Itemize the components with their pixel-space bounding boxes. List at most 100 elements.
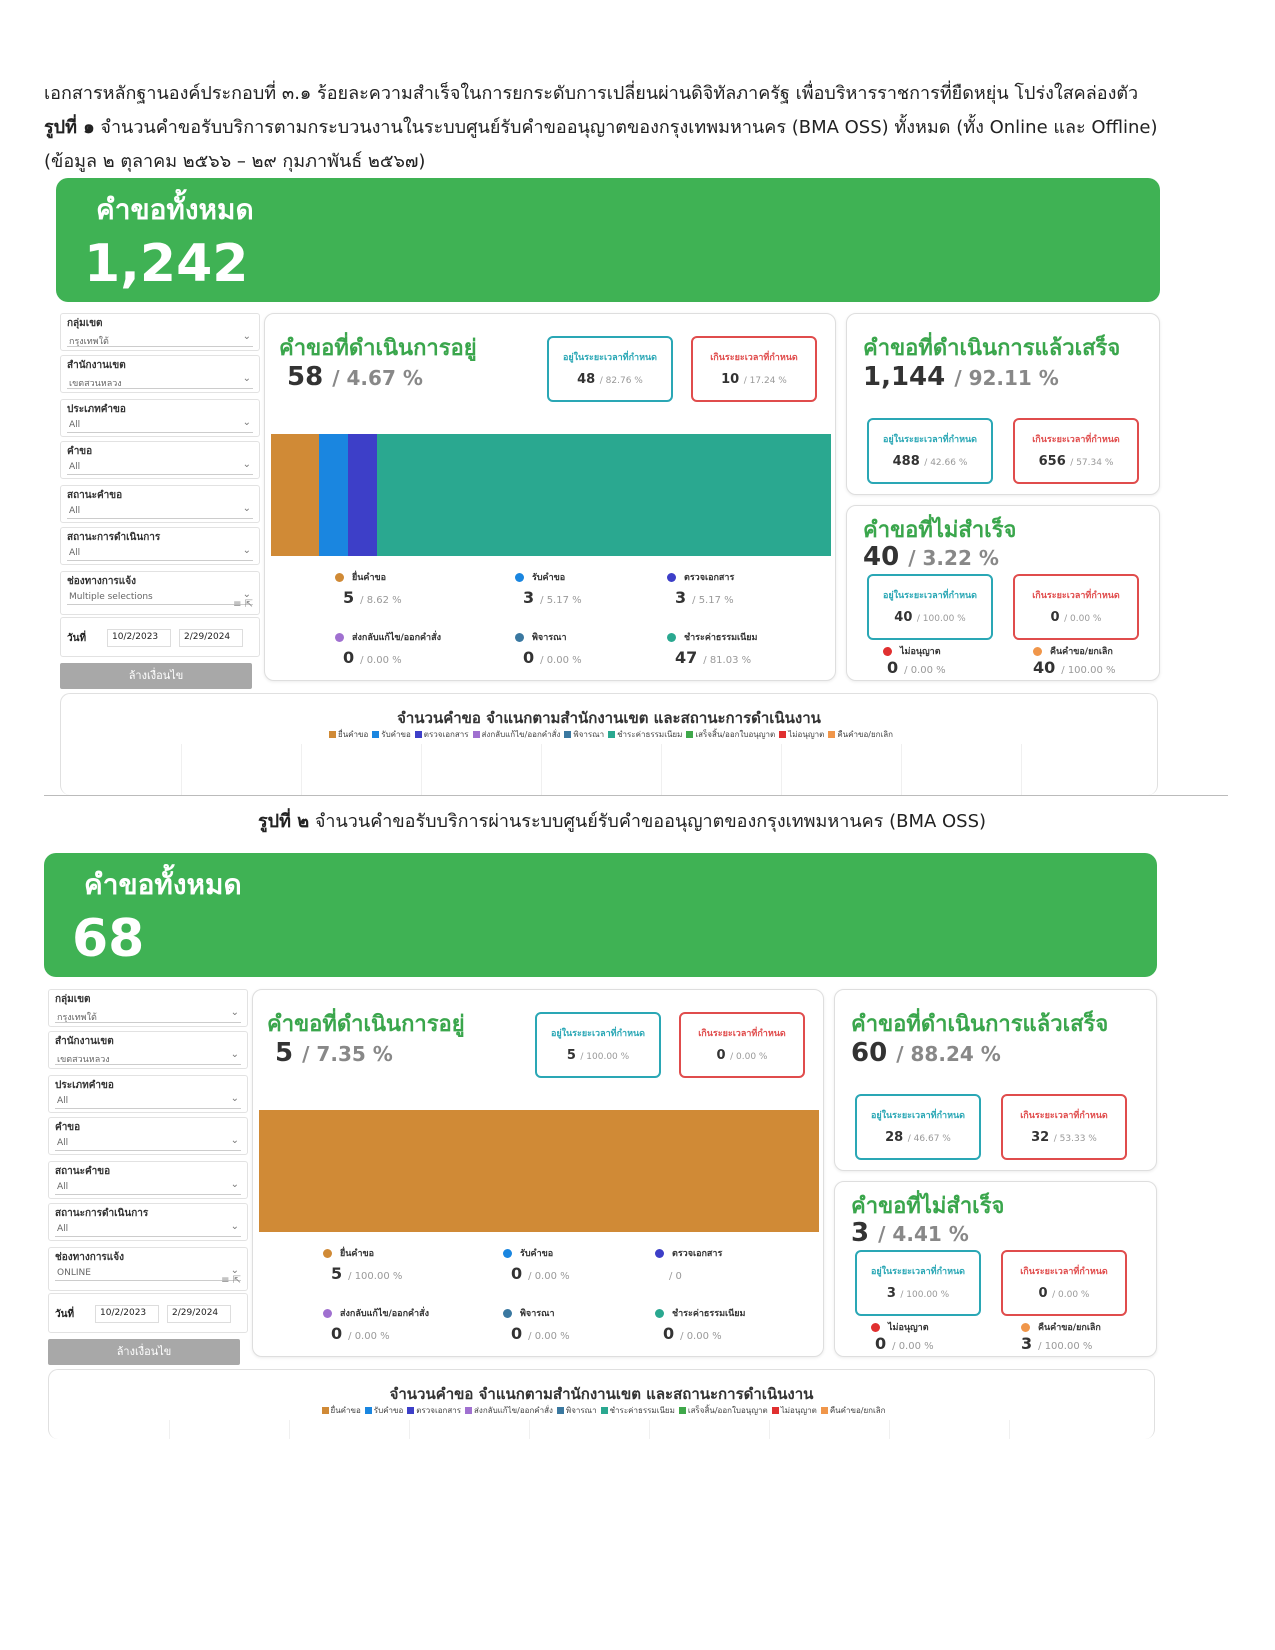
- legend-label: พิจารณา: [573, 730, 605, 739]
- total-requests-count: 1,242: [84, 234, 249, 294]
- filter-request[interactable]: คำขอ All ⌄: [48, 1117, 248, 1155]
- in-progress-card: คำขอที่ดำเนินการอยู่ 5 / 7.35 % อยู่ในระ…: [252, 989, 824, 1357]
- filter-request-type[interactable]: ประเภทคำขอ All ⌄: [48, 1075, 248, 1113]
- over-number: 656: [1038, 454, 1066, 469]
- figure-1-caption: รูปที่ ๑ จำนวนคำขอรับบริการตามกระบวนงานใ…: [44, 112, 1157, 141]
- chevron-down-icon[interactable]: ⌄: [242, 545, 251, 556]
- legend-swatch: [414, 731, 422, 738]
- over-number: 10: [721, 372, 740, 387]
- filter-value: เขตสวนหลวง: [57, 1055, 110, 1065]
- figure-1-label: รูปที่ ๑: [44, 117, 95, 138]
- returned-dot: [1033, 647, 1042, 656]
- chevron-down-icon[interactable]: ⌄: [230, 1135, 239, 1146]
- filter-channel[interactable]: ช่องทางการแจ้ง ONLINE ⌄ ≡ ⇱: [48, 1247, 248, 1291]
- date-to-input[interactable]: 2/29/2024: [167, 1305, 231, 1323]
- within-percent: / 100.00 %: [580, 1052, 630, 1062]
- stage-legend-label: ชำระค่าธรรมเนียม: [655, 1306, 745, 1320]
- chevron-down-icon[interactable]: ⌄: [230, 1265, 239, 1276]
- filter-district-office[interactable]: สำนักงานเขต เขตสวนหลวง ⌄: [60, 355, 260, 393]
- not-approved-percent: / 0.00 %: [904, 665, 946, 676]
- filter-label: สำนักงานเขต: [67, 360, 126, 371]
- over-value: 10 / 17.24 %: [693, 372, 815, 387]
- chevron-down-icon[interactable]: ⌄: [230, 1007, 239, 1018]
- filter-operation-status[interactable]: สถานะการดำเนินการ All ⌄: [48, 1203, 248, 1241]
- stage-value: 0 / 0.00 %: [511, 1264, 570, 1283]
- filter-underline: [67, 518, 253, 519]
- filter-district-office[interactable]: สำนักงานเขต เขตสวนหลวง ⌄: [48, 1031, 248, 1069]
- date-from-input[interactable]: 10/2/2023: [95, 1305, 159, 1323]
- chevron-down-icon[interactable]: ⌄: [230, 1049, 239, 1060]
- filter-request-status[interactable]: สถานะคำขอ All ⌄: [48, 1161, 248, 1199]
- filter-district-group[interactable]: กลุ่มเขต กรุงเทพใต้ ⌄: [60, 313, 260, 351]
- stage-legend-label: ชำระค่าธรรมเนียม: [667, 630, 757, 644]
- not-approved-dot: [871, 1323, 880, 1332]
- chevron-down-icon[interactable]: ⌄: [242, 459, 251, 470]
- filter-options-icon[interactable]: ≡ ⇱: [221, 1275, 241, 1286]
- filter-district-group[interactable]: กลุ่มเขต กรุงเทพใต้ ⌄: [48, 989, 248, 1027]
- chevron-down-icon[interactable]: ⌄: [230, 1221, 239, 1232]
- filter-value: ONLINE: [57, 1268, 91, 1278]
- chevron-down-icon[interactable]: ⌄: [242, 373, 251, 384]
- filter-request[interactable]: คำขอ All ⌄: [60, 441, 260, 479]
- returned-dot: [1021, 1323, 1030, 1332]
- returned-value: 40 / 100.00 %: [1033, 658, 1115, 677]
- stage-count: 47: [675, 648, 698, 667]
- within-label: อยู่ในระยะเวลาที่กำหนด: [882, 591, 978, 601]
- within-number: 488: [892, 454, 920, 469]
- stage-percent: / 8.62 %: [360, 595, 402, 606]
- stage-name: รับคำขอ: [532, 573, 566, 583]
- over-label: เกินระยะเวลาที่กำหนด: [1020, 1267, 1108, 1277]
- legend-swatch: [771, 1407, 779, 1414]
- chevron-down-icon[interactable]: ⌄: [230, 1179, 239, 1190]
- stage-color-dot: [655, 1249, 664, 1258]
- stage-percent: / 5.17 %: [540, 595, 582, 606]
- gridline: [169, 1420, 170, 1439]
- returned-percent: / 100.00 %: [1038, 1341, 1093, 1352]
- failed-over-box: เกินระยะเวลาที่กำหนด 0 / 0.00 %: [1013, 574, 1139, 640]
- filter-channel[interactable]: ช่องทางการแจ้ง Multiple selections ⌄ ≡ ⇱: [60, 571, 260, 615]
- date-to-input[interactable]: 2/29/2024: [179, 629, 243, 647]
- stage-color-dot: [335, 573, 344, 582]
- not-approved-number: 0: [875, 1334, 887, 1353]
- filter-label: ประเภทคำขอ: [67, 404, 126, 415]
- district-chart-legend: ยื่นคำขอ รับคำขอ ตรวจเอกสาร ส่งกลับแก้ไข/ออ…: [61, 728, 1157, 741]
- completed-number: 1,144: [863, 362, 946, 392]
- stage-color-dot: [503, 1249, 512, 1258]
- gridline: [661, 744, 662, 795]
- chevron-down-icon[interactable]: ⌄: [242, 589, 251, 600]
- stage-color-dot: [323, 1249, 332, 1258]
- chevron-down-icon[interactable]: ⌄: [242, 417, 251, 428]
- not-approved-value: 0 / 0.00 %: [875, 1334, 934, 1353]
- over-label: เกินระยะเวลาที่กำหนด: [710, 353, 798, 363]
- date-from-input[interactable]: 10/2/2023: [107, 629, 171, 647]
- filter-underline: [55, 1280, 241, 1281]
- within-number: 3: [886, 1286, 896, 1301]
- filter-underline: [67, 560, 253, 561]
- figure-1-text: จำนวนคำขอรับบริการตามกระบวนงานในระบบศูนย…: [100, 117, 1158, 138]
- within-value: 40 / 100.00 %: [869, 610, 991, 625]
- returned-number: 3: [1021, 1334, 1033, 1353]
- gridline: [421, 744, 422, 795]
- stage-name: พิจารณา: [520, 1309, 555, 1319]
- filter-request-type[interactable]: ประเภทคำขอ All ⌄: [60, 399, 260, 437]
- clear-filters-button[interactable]: ล้างเงื่อนไข: [60, 663, 252, 689]
- over-percent: / 0.00 %: [730, 1052, 768, 1062]
- stage-bar-segment: [271, 434, 320, 556]
- chevron-down-icon[interactable]: ⌄: [242, 503, 251, 514]
- over-percent: / 17.24 %: [743, 376, 787, 386]
- figure-2-text: จำนวนคำขอรับบริการผ่านระบบศูนย์รับคำขออน…: [314, 811, 987, 832]
- chevron-down-icon[interactable]: ⌄: [242, 331, 251, 342]
- filter-options-icon[interactable]: ≡ ⇱: [233, 599, 253, 610]
- legend-swatch: [321, 1407, 329, 1414]
- filter-request-status[interactable]: สถานะคำขอ All ⌄: [60, 485, 260, 523]
- within-value: 5 / 100.00 %: [537, 1048, 659, 1063]
- not-approved-label: ไม่อนุญาต: [871, 1320, 929, 1334]
- chevron-down-icon[interactable]: ⌄: [230, 1093, 239, 1104]
- filter-operation-status[interactable]: สถานะการดำเนินการ All ⌄: [60, 527, 260, 565]
- stage-count: 5: [331, 1264, 343, 1283]
- within-value: 488 / 42.66 %: [869, 454, 991, 469]
- gridline: [1021, 744, 1022, 795]
- date-label: วันที่: [55, 1309, 75, 1320]
- clear-filters-button[interactable]: ล้างเงื่อนไข: [48, 1339, 240, 1365]
- stage-percent: / 0.00 %: [680, 1331, 722, 1342]
